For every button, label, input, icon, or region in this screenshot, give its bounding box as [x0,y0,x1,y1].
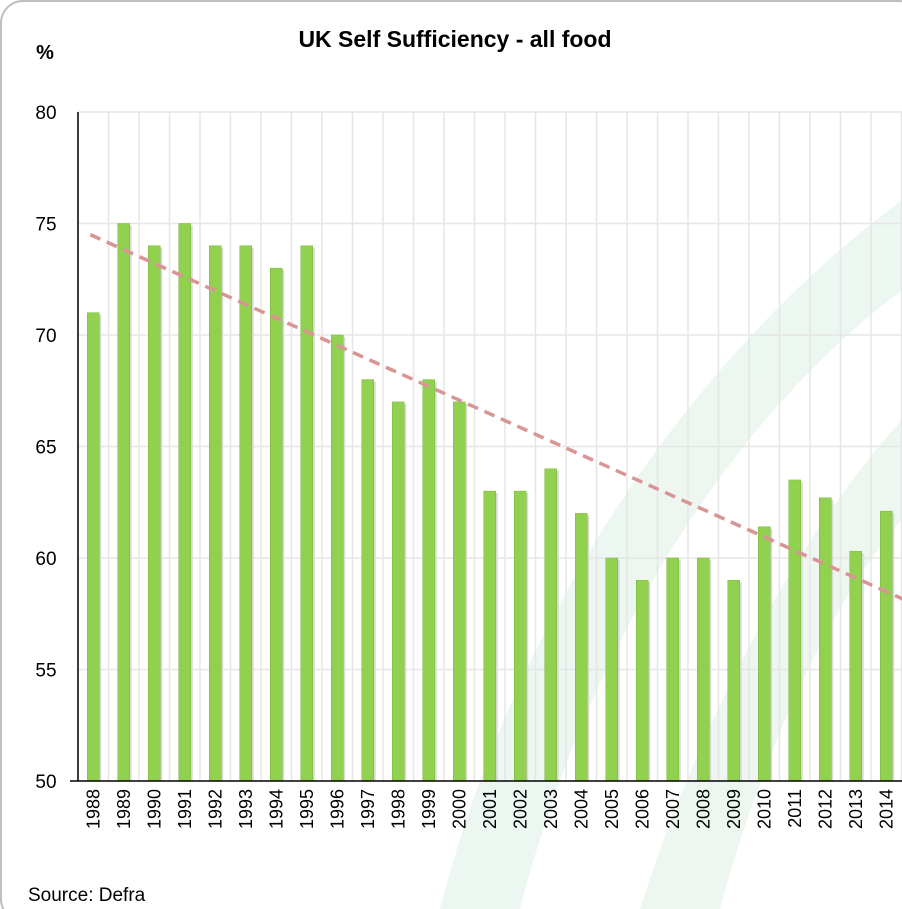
bar-2008 [697,557,710,782]
bar-1999 [422,379,435,782]
y-tick-label-80: 80 [35,103,56,124]
bar-2001 [483,490,496,782]
bar-2003 [544,468,557,782]
bar-2006 [636,580,649,782]
y-tick-label-50: 50 [35,772,56,793]
bar-1990 [148,245,161,782]
y-tick-label-55: 55 [35,661,56,682]
x-tick-label-1989: 1989 [114,789,134,829]
bar-series [87,223,895,782]
x-tick-label-2013: 2013 [846,789,866,829]
x-tick-label-2002: 2002 [510,789,530,829]
x-tick-label-2007: 2007 [663,789,683,829]
trendline [89,233,902,601]
bar-2010 [758,526,771,782]
x-tick-label-2009: 2009 [724,789,744,829]
x-tick-label-2014: 2014 [876,789,896,829]
y-tick-label-60: 60 [35,549,56,570]
bar-1988 [87,312,100,782]
bar-2009 [727,580,740,782]
x-tick-label-1999: 1999 [419,789,439,829]
x-tick-label-2010: 2010 [754,789,774,829]
x-tick-label-1998: 1998 [388,789,408,829]
x-tick-label-1996: 1996 [327,789,347,829]
bar-1995 [300,245,313,782]
bar-1991 [178,223,191,782]
bar-2004 [575,513,588,782]
bar-1992 [209,245,222,782]
bar-2007 [666,557,679,782]
bar-2000 [453,401,466,782]
bar-2002 [514,490,527,782]
x-tick-label-2011: 2011 [785,789,805,828]
source-label: Source: Defra [28,885,146,906]
y-axis-ticks: 50 55 60 65 70 75 80 [35,103,56,793]
x-tick-label-2003: 2003 [541,789,561,829]
y-tick-label-65: 65 [35,438,56,459]
chart-title: UK Self Sufficiency - all food [298,26,611,52]
bar-1996 [331,334,344,782]
bar-2011 [788,479,801,782]
bar-1998 [392,401,405,782]
x-tick-label-1988: 1988 [83,789,103,829]
x-tick-label-1994: 1994 [266,789,286,829]
x-tick-label-2000: 2000 [449,789,469,829]
x-tick-label-1997: 1997 [358,789,378,829]
x-tick-label-1995: 1995 [297,789,317,829]
bar-1989 [117,223,130,782]
x-tick-label-1993: 1993 [236,789,256,829]
x-tick-label-1991: 1991 [175,789,195,829]
x-tick-label-2008: 2008 [693,789,713,829]
bar-2014 [880,510,893,782]
x-tick-label-2005: 2005 [602,789,622,829]
bar-1994 [270,267,283,782]
bar-2005 [605,557,618,782]
x-tick-label-1992: 1992 [205,789,225,829]
y-tick-label-70: 70 [35,326,56,347]
bar-2013 [849,551,862,782]
bar-2012 [819,497,832,782]
x-tick-label-2012: 2012 [815,789,835,829]
bar-1993 [239,245,252,782]
x-tick-label-2001: 2001 [480,789,500,829]
bar-1997 [361,379,374,782]
x-tick-label-2004: 2004 [571,789,591,829]
x-axis-ticks: 1988 1989 1990 1991 1992 1993 1994 1995 1996 1997… [83,789,896,829]
x-tick-label-1990: 1990 [144,789,164,829]
y-axis-unit-label: % [36,42,54,64]
x-tick-label-2006: 2006 [632,789,652,829]
y-tick-label-75: 75 [35,215,56,236]
